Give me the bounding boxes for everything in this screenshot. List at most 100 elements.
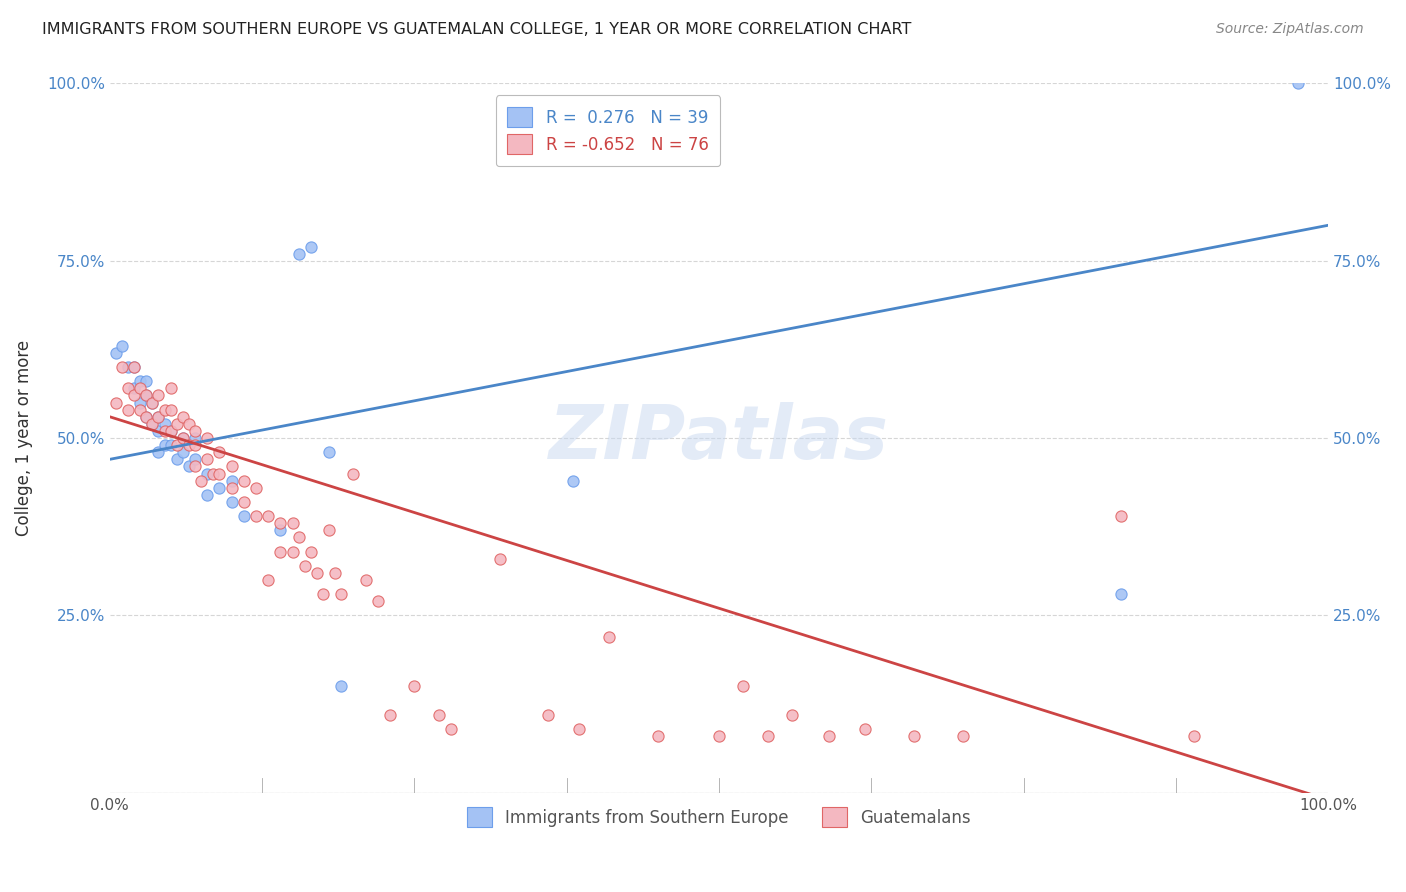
Point xyxy=(159,402,181,417)
Text: IMMIGRANTS FROM SOUTHERN EUROPE VS GUATEMALAN COLLEGE, 1 YEAR OR MORE CORRELATIO: IMMIGRANTS FROM SOUTHERN EUROPE VS GUATE… xyxy=(42,22,911,37)
Point xyxy=(305,566,328,580)
Point xyxy=(148,409,170,424)
Point xyxy=(153,402,176,417)
Point xyxy=(232,495,254,509)
Point xyxy=(330,679,353,693)
Point xyxy=(104,395,127,409)
Point xyxy=(312,587,335,601)
Point xyxy=(561,474,583,488)
Point xyxy=(323,566,346,580)
Point xyxy=(122,360,145,375)
Point xyxy=(647,729,669,743)
Point xyxy=(166,438,188,452)
Point xyxy=(166,452,188,467)
Point xyxy=(153,438,176,452)
Point xyxy=(129,374,152,388)
Point xyxy=(104,346,127,360)
Point xyxy=(141,417,163,431)
Point xyxy=(269,544,291,558)
Point xyxy=(172,431,194,445)
Point xyxy=(148,424,170,438)
Point xyxy=(159,438,181,452)
Point xyxy=(148,445,170,459)
Point xyxy=(269,523,291,537)
Point xyxy=(166,417,188,431)
Point xyxy=(129,381,152,395)
Point xyxy=(568,722,591,736)
Point xyxy=(318,445,340,459)
Point xyxy=(1109,509,1132,524)
Point xyxy=(135,409,157,424)
Point xyxy=(172,445,194,459)
Y-axis label: College, 1 year or more: College, 1 year or more xyxy=(15,340,32,536)
Point xyxy=(117,360,139,375)
Point xyxy=(294,558,316,573)
Point xyxy=(184,459,207,474)
Point xyxy=(184,424,207,438)
Point xyxy=(1286,77,1309,91)
Point xyxy=(141,395,163,409)
Point xyxy=(707,729,730,743)
Point xyxy=(780,707,803,722)
Text: ZIPatlas: ZIPatlas xyxy=(548,401,889,475)
Point xyxy=(135,374,157,388)
Point xyxy=(232,474,254,488)
Point xyxy=(117,402,139,417)
Point xyxy=(1109,587,1132,601)
Point xyxy=(122,381,145,395)
Point xyxy=(190,474,212,488)
Point xyxy=(404,679,426,693)
Text: Source: ZipAtlas.com: Source: ZipAtlas.com xyxy=(1216,22,1364,37)
Point xyxy=(245,481,267,495)
Point xyxy=(756,729,779,743)
Point xyxy=(287,530,309,544)
Point xyxy=(208,467,231,481)
Point xyxy=(903,729,925,743)
Point xyxy=(281,516,304,530)
Point xyxy=(159,424,181,438)
Point xyxy=(148,409,170,424)
Point xyxy=(172,409,194,424)
Point xyxy=(299,239,322,253)
Point xyxy=(354,573,377,587)
Point xyxy=(221,459,243,474)
Point xyxy=(135,388,157,402)
Point xyxy=(141,395,163,409)
Point xyxy=(598,630,620,644)
Point xyxy=(257,509,280,524)
Point xyxy=(537,707,560,722)
Point xyxy=(245,509,267,524)
Point xyxy=(1182,729,1205,743)
Point xyxy=(153,424,176,438)
Point xyxy=(153,417,176,431)
Point xyxy=(184,452,207,467)
Point xyxy=(184,431,207,445)
Point xyxy=(141,417,163,431)
Point xyxy=(135,409,157,424)
Point xyxy=(733,679,755,693)
Point xyxy=(195,488,218,502)
Point xyxy=(195,467,218,481)
Point xyxy=(122,360,145,375)
Point xyxy=(378,707,401,722)
Point xyxy=(111,339,134,353)
Point xyxy=(184,438,207,452)
Point xyxy=(287,246,309,260)
Point xyxy=(342,467,364,481)
Point xyxy=(330,587,353,601)
Point xyxy=(257,573,280,587)
Point xyxy=(129,402,152,417)
Point xyxy=(221,495,243,509)
Legend: Immigrants from Southern Europe, Guatemalans: Immigrants from Southern Europe, Guatema… xyxy=(460,800,977,834)
Point xyxy=(111,360,134,375)
Point xyxy=(177,417,200,431)
Point xyxy=(159,424,181,438)
Point xyxy=(129,395,152,409)
Point xyxy=(232,509,254,524)
Point xyxy=(817,729,839,743)
Point xyxy=(117,381,139,395)
Point xyxy=(177,459,200,474)
Point xyxy=(952,729,974,743)
Point xyxy=(299,544,322,558)
Point xyxy=(122,388,145,402)
